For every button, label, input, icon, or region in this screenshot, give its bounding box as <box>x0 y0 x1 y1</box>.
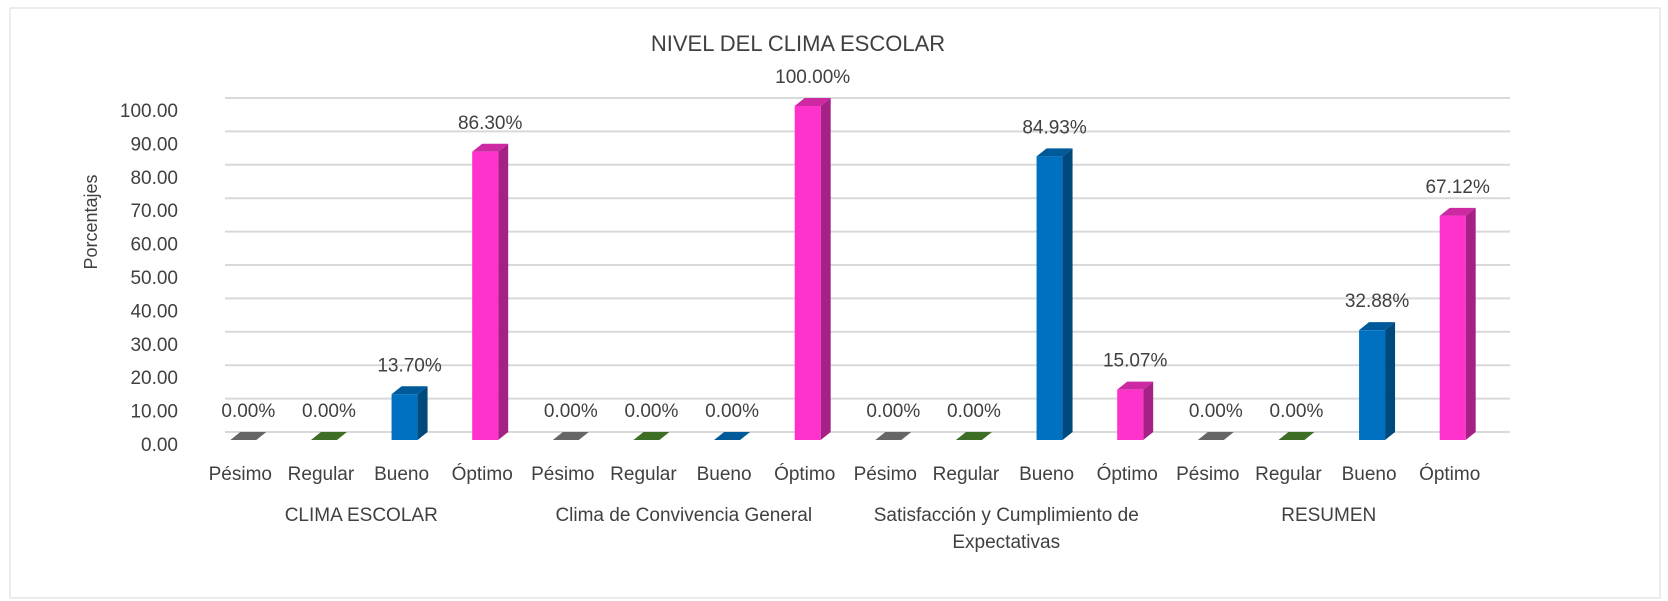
bar-top <box>1439 207 1476 216</box>
bar <box>955 432 992 440</box>
x-tick-label: Regular <box>288 464 355 485</box>
x-tick-label: Óptimo <box>1097 463 1158 485</box>
y-tick-label: 40.00 <box>130 301 178 322</box>
x-tick-label: Pésimo <box>854 464 917 485</box>
data-label: 0.00% <box>947 401 1001 422</box>
bar-top <box>714 432 751 440</box>
x-tick-label: Bueno <box>1019 464 1074 485</box>
chart-title: NIVEL DEL CLIMA ESCOLAR <box>651 31 945 56</box>
x-tick-label: Regular <box>933 464 1000 485</box>
bar <box>633 432 670 440</box>
x-tick-label: Pésimo <box>209 464 272 485</box>
bar-top <box>230 432 267 440</box>
data-label: 0.00% <box>302 401 356 422</box>
bar-side <box>1465 207 1476 440</box>
y-tick-label: 50.00 <box>130 268 178 289</box>
bar-top <box>1117 381 1154 390</box>
group-label: Satisfacción y Cumplimiento de Expectati… <box>873 505 1139 553</box>
bar-front <box>472 151 499 440</box>
bar-side <box>1385 322 1396 440</box>
y-tick-label: 30.00 <box>130 335 178 356</box>
data-label: 0.00% <box>705 401 759 422</box>
bar-front <box>1117 389 1144 440</box>
data-label: 0.00% <box>1270 401 1324 422</box>
bar-front <box>391 394 418 440</box>
data-label: 0.00% <box>866 401 920 422</box>
data-label: 0.00% <box>625 401 679 422</box>
x-tick-label: Regular <box>610 464 677 485</box>
bar <box>875 432 912 440</box>
data-label: 0.00% <box>1189 401 1243 422</box>
y-axis-label: Porcentajes <box>81 174 101 269</box>
data-label: 67.12% <box>1425 177 1490 198</box>
bar-top <box>1036 148 1073 157</box>
group-label: RESUMEN <box>1281 505 1377 526</box>
data-label: 100.00% <box>775 67 850 88</box>
bar-top <box>391 386 428 395</box>
x-tick-label: Óptimo <box>452 463 513 485</box>
y-tick-label: 0.00 <box>141 435 178 456</box>
data-label: 32.88% <box>1345 291 1410 312</box>
bar <box>310 432 347 440</box>
x-tick-label: Óptimo <box>774 463 835 485</box>
bar <box>1359 322 1396 440</box>
bar-side <box>1143 381 1154 440</box>
bar <box>391 386 428 440</box>
bar <box>472 143 509 440</box>
y-tick-label: 60.00 <box>130 235 178 256</box>
data-label: 13.70% <box>377 355 442 376</box>
x-tick-label: Regular <box>1255 464 1322 485</box>
bar-side <box>417 386 428 440</box>
bar <box>552 432 589 440</box>
bar-side <box>1062 148 1073 440</box>
bar-top <box>1197 432 1234 440</box>
group-label: CLIMA ESCOLAR <box>284 505 438 526</box>
y-tick-label: 100.00 <box>120 101 178 122</box>
bar-top <box>1359 322 1396 331</box>
y-tick-label: 80.00 <box>130 168 178 189</box>
bar-side <box>820 98 831 440</box>
data-label: 15.07% <box>1103 351 1168 372</box>
bar-side <box>498 143 509 440</box>
bar-front <box>1439 215 1466 440</box>
x-tick-label: Pésimo <box>1176 464 1239 485</box>
bar-top <box>1278 432 1315 440</box>
chart-frame <box>9 7 1661 599</box>
bar <box>1439 207 1476 440</box>
bar-top <box>633 432 670 440</box>
y-tick-label: 90.00 <box>130 134 178 155</box>
x-tick-label: Bueno <box>1342 464 1397 485</box>
bar-top <box>875 432 912 440</box>
x-tick-label: Bueno <box>697 464 752 485</box>
group-label: Clima de Convivencia General <box>555 505 813 526</box>
data-label: 84.93% <box>1022 117 1087 138</box>
data-label: 0.00% <box>544 401 598 422</box>
bar-top <box>955 432 992 440</box>
x-tick-label: Óptimo <box>1419 463 1480 485</box>
bar <box>794 98 831 440</box>
y-tick-label: 70.00 <box>130 201 178 222</box>
bar-top <box>310 432 347 440</box>
bar-front <box>794 106 821 440</box>
bar <box>1036 148 1073 440</box>
y-tick-label: 20.00 <box>130 368 178 389</box>
data-label: 0.00% <box>221 401 275 422</box>
bar <box>230 432 267 440</box>
bar <box>714 432 751 440</box>
bar-top <box>552 432 589 440</box>
x-tick-label: Bueno <box>374 464 429 485</box>
bar <box>1117 381 1154 440</box>
bar <box>1278 432 1315 440</box>
bar-top <box>794 98 831 106</box>
x-tick-label: Pésimo <box>531 464 594 485</box>
y-tick-label: 10.00 <box>130 402 178 423</box>
bar-front <box>1359 330 1386 440</box>
bar-top <box>472 143 509 152</box>
bar <box>1197 432 1234 440</box>
bar-front <box>1036 156 1063 440</box>
data-label: 86.30% <box>458 113 523 134</box>
